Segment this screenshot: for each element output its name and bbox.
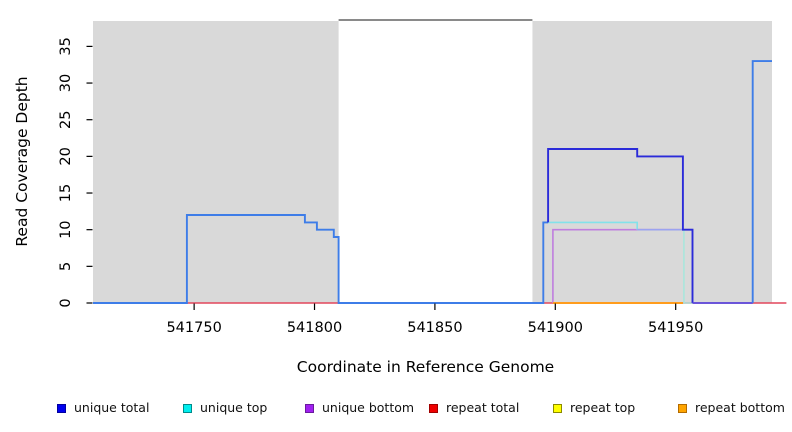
- series-segment-unique-top-region: [548, 221, 639, 230]
- series-segment-unique-total-top-right-block: [751, 60, 772, 303]
- y-tick-label: 0: [58, 298, 74, 307]
- legend-item-unique-total: unique total: [57, 400, 149, 416]
- legend-label-repeat-top: repeat top: [570, 400, 636, 415]
- y-tick-label: 35: [58, 37, 74, 55]
- y-axis-title: Read Coverage Depth: [13, 76, 31, 246]
- legend-swatch-unique-top: [183, 403, 192, 413]
- legend-label-unique-total: unique total: [74, 400, 150, 415]
- legend-swatch-unique-bottom: [305, 403, 314, 413]
- x-tick-label: 541900: [528, 320, 583, 336]
- x-tick-label: 541800: [287, 320, 342, 336]
- x-tick-label: 541750: [166, 320, 221, 336]
- legend-item-unique-bottom: unique bottom: [305, 400, 414, 416]
- legend-label-unique-bottom: unique bottom: [322, 400, 415, 415]
- y-tick-label: 5: [58, 262, 74, 271]
- legend-swatch-unique-total: [57, 403, 66, 413]
- legend-label-repeat-bottom: repeat bottom: [695, 400, 785, 415]
- legend-label-unique-top: unique top: [200, 400, 268, 415]
- series-segment-unique-total-top-left-block: [93, 214, 549, 304]
- y-tick-label: 10: [58, 220, 74, 238]
- y-tick-label: 25: [58, 110, 74, 128]
- y-tick-label: 20: [58, 147, 74, 165]
- legend-item-repeat-bottom: repeat bottom: [678, 400, 785, 416]
- x-tick-label: 541950: [648, 320, 703, 336]
- x-axis-title: Coordinate in Reference Genome: [297, 358, 554, 376]
- legend-item-repeat-top: repeat top: [553, 400, 635, 416]
- y-tick-label: 30: [58, 74, 74, 92]
- gap-region: [338, 20, 533, 303]
- legend-label-repeat-total: repeat total: [446, 400, 520, 415]
- series-segment-unique-total-region: [547, 148, 694, 303]
- legend-swatch-repeat-total: [429, 403, 438, 413]
- legend-item-repeat-total: repeat total: [429, 400, 519, 416]
- y-tick-label: 15: [58, 184, 74, 202]
- legend-item-unique-top: unique top: [183, 400, 267, 416]
- legend-swatch-repeat-top: [553, 403, 562, 413]
- legend-swatch-repeat-bottom: [678, 403, 687, 413]
- x-tick-label: 541850: [407, 320, 462, 336]
- chart-legend: unique total unique top unique bottom repea…: [0, 400, 792, 422]
- series-segment-unique-top-drop: [683, 229, 693, 304]
